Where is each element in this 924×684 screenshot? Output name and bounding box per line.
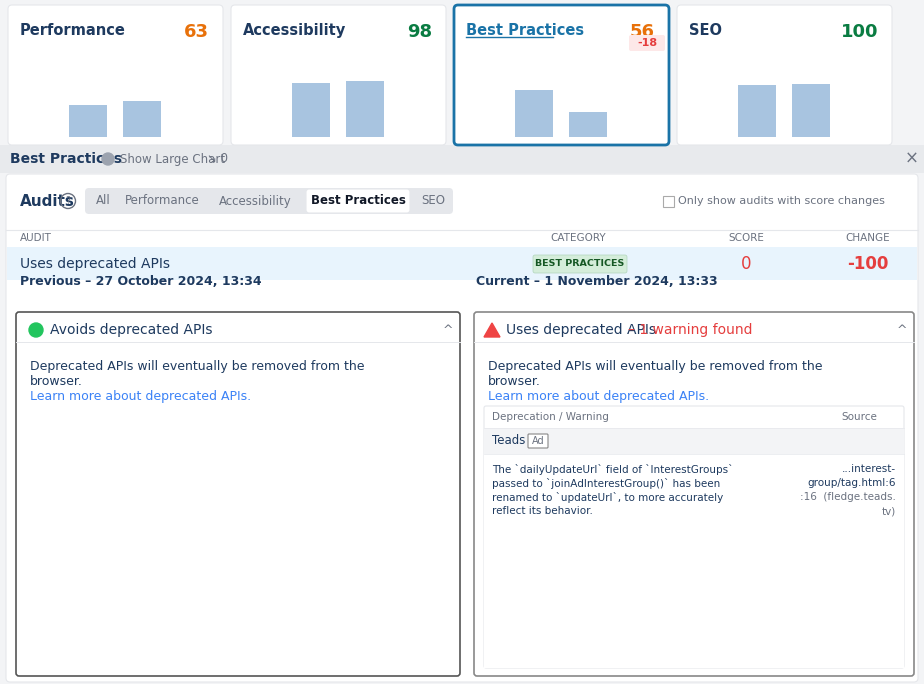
Text: Uses deprecated APIs: Uses deprecated APIs bbox=[20, 257, 170, 271]
Bar bbox=[7, 247, 917, 280]
Bar bbox=[292, 83, 330, 137]
Text: Previous – 27 October 2024, 13:34: Previous – 27 October 2024, 13:34 bbox=[20, 275, 261, 288]
Bar bbox=[515, 90, 553, 137]
Bar bbox=[484, 454, 904, 668]
Text: passed to `joinAdInterestGroup()` has been: passed to `joinAdInterestGroup()` has be… bbox=[492, 478, 720, 489]
Text: :16  (fledge.teads.: :16 (fledge.teads. bbox=[800, 492, 896, 502]
Text: -100: -100 bbox=[847, 255, 889, 273]
Text: SCORE: SCORE bbox=[728, 233, 764, 243]
Circle shape bbox=[102, 153, 114, 165]
FancyBboxPatch shape bbox=[629, 35, 665, 51]
Text: SEO: SEO bbox=[421, 194, 445, 207]
Text: ^: ^ bbox=[897, 324, 907, 337]
FancyBboxPatch shape bbox=[484, 406, 904, 668]
Text: 56: 56 bbox=[630, 23, 655, 41]
Text: Only show audits with score changes: Only show audits with score changes bbox=[678, 196, 885, 207]
Bar bbox=[663, 196, 674, 207]
Bar bbox=[0, 145, 924, 173]
Text: The `dailyUpdateUrl` field of `InterestGroups`: The `dailyUpdateUrl` field of `InterestG… bbox=[492, 464, 734, 475]
Bar bbox=[123, 101, 161, 137]
Text: All: All bbox=[95, 194, 110, 207]
FancyBboxPatch shape bbox=[85, 188, 453, 214]
Bar bbox=[346, 81, 384, 137]
Text: Show Large Chart: Show Large Chart bbox=[120, 153, 225, 166]
Text: Best Practices: Best Practices bbox=[310, 194, 406, 207]
Text: group/tag.html:6: group/tag.html:6 bbox=[808, 478, 896, 488]
Bar bbox=[69, 105, 107, 137]
FancyBboxPatch shape bbox=[528, 434, 548, 448]
Text: Deprecated APIs will eventually be removed from the: Deprecated APIs will eventually be remov… bbox=[30, 360, 364, 373]
FancyBboxPatch shape bbox=[8, 5, 223, 145]
Text: Performance: Performance bbox=[125, 194, 200, 207]
Text: CHANGE: CHANGE bbox=[845, 233, 891, 243]
Text: – 1 warning found: – 1 warning found bbox=[628, 323, 752, 337]
Text: renamed to `updateUrl`, to more accurately: renamed to `updateUrl`, to more accurate… bbox=[492, 492, 723, 503]
Text: Performance: Performance bbox=[20, 23, 126, 38]
Text: 63: 63 bbox=[184, 23, 209, 41]
Text: CATEGORY: CATEGORY bbox=[550, 233, 606, 243]
Text: 100: 100 bbox=[841, 23, 878, 41]
Text: Ad: Ad bbox=[531, 436, 544, 446]
Circle shape bbox=[29, 323, 43, 337]
FancyBboxPatch shape bbox=[306, 189, 410, 213]
Text: Avoids deprecated APIs: Avoids deprecated APIs bbox=[50, 323, 213, 337]
Text: Learn more about deprecated APIs.: Learn more about deprecated APIs. bbox=[30, 390, 251, 403]
FancyBboxPatch shape bbox=[16, 312, 460, 676]
Text: Deprecated APIs will eventually be removed from the: Deprecated APIs will eventually be remov… bbox=[488, 360, 822, 373]
Text: AUDIT: AUDIT bbox=[20, 233, 52, 243]
Text: ↘ 0: ↘ 0 bbox=[207, 153, 228, 166]
Text: Uses deprecated APIs: Uses deprecated APIs bbox=[506, 323, 656, 337]
Text: tv): tv) bbox=[881, 506, 896, 516]
FancyBboxPatch shape bbox=[533, 255, 627, 273]
FancyBboxPatch shape bbox=[677, 5, 892, 145]
Text: Current – 1 November 2024, 13:33: Current – 1 November 2024, 13:33 bbox=[476, 275, 718, 288]
Bar bbox=[484, 428, 904, 454]
Text: ×: × bbox=[906, 150, 919, 168]
Text: browser.: browser. bbox=[30, 375, 83, 388]
Text: Best Practices: Best Practices bbox=[10, 152, 122, 166]
Text: Best Practices: Best Practices bbox=[466, 23, 584, 38]
Text: SEO: SEO bbox=[689, 23, 722, 38]
Bar bbox=[569, 111, 607, 137]
FancyBboxPatch shape bbox=[454, 5, 669, 145]
Text: -18: -18 bbox=[637, 38, 657, 48]
Text: Audits: Audits bbox=[20, 194, 75, 209]
Text: 98: 98 bbox=[407, 23, 432, 41]
Text: Learn more about deprecated APIs.: Learn more about deprecated APIs. bbox=[488, 390, 709, 403]
Text: Teads: Teads bbox=[492, 434, 526, 447]
Text: ?: ? bbox=[66, 196, 70, 206]
FancyBboxPatch shape bbox=[6, 174, 918, 682]
Text: ^: ^ bbox=[443, 324, 454, 337]
FancyBboxPatch shape bbox=[474, 312, 914, 676]
Text: Accessibility: Accessibility bbox=[243, 23, 346, 38]
Polygon shape bbox=[484, 323, 500, 337]
Text: Deprecation / Warning: Deprecation / Warning bbox=[492, 412, 609, 422]
Text: Accessibility: Accessibility bbox=[219, 194, 291, 207]
Text: reflect its behavior.: reflect its behavior. bbox=[492, 506, 593, 516]
Text: 0: 0 bbox=[741, 255, 751, 273]
Text: BEST PRACTICES: BEST PRACTICES bbox=[535, 259, 625, 269]
Text: browser.: browser. bbox=[488, 375, 541, 388]
Bar bbox=[738, 86, 776, 137]
Text: Source: Source bbox=[841, 412, 877, 422]
Bar bbox=[792, 83, 830, 137]
FancyBboxPatch shape bbox=[231, 5, 446, 145]
Text: ...interest-: ...interest- bbox=[842, 464, 896, 474]
